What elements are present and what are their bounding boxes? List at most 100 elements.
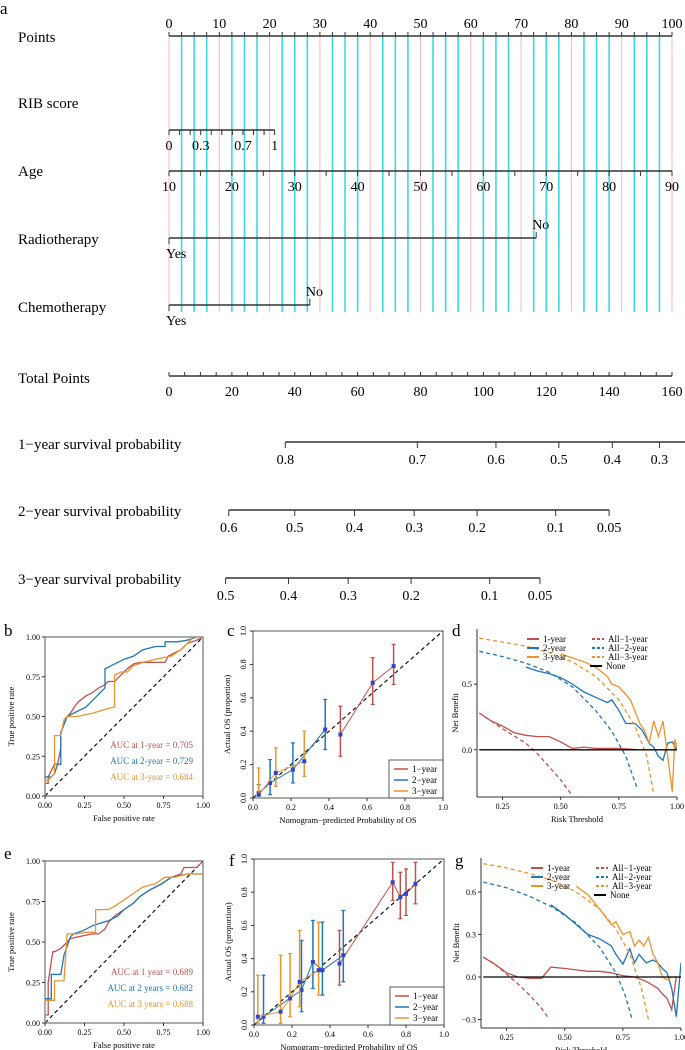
nomogram-row: RIB score 0 0.3 0.7 1	[18, 96, 278, 154]
y-axis-label: Net Benefit	[451, 923, 461, 963]
y-axis-label: True positive rate	[6, 912, 16, 972]
legend-label: All−1-year	[608, 634, 648, 644]
tick-label: 90	[615, 17, 629, 32]
calibration-point	[288, 996, 293, 1001]
x-axis-label: False positive rate	[93, 1040, 155, 1050]
series-line-2-year	[263, 954, 344, 1018]
y-tick-label: 0.6	[239, 693, 248, 703]
x-tick-label: 0.4	[324, 803, 334, 812]
x-tick-label: 0.00	[38, 1028, 52, 1037]
calibration-point	[278, 1009, 283, 1014]
calibration-point	[299, 988, 304, 993]
legend-label: 2-year	[543, 643, 566, 653]
tick-label: 0.4	[346, 521, 364, 536]
series-line-3-year	[45, 637, 203, 796]
plot-area	[253, 631, 443, 798]
calibration-point	[290, 767, 295, 772]
x-tick-label: 0.50	[117, 801, 131, 810]
tick-label: 0.4	[280, 589, 298, 604]
calibration-point	[370, 680, 375, 685]
calibration-point	[413, 881, 418, 886]
x-tick-label: 1.0	[439, 1030, 449, 1039]
legend-label: None	[606, 661, 626, 671]
tick-label: 0.7	[234, 139, 252, 154]
panel-letter-e: e	[4, 844, 12, 863]
tick-label: 0.5	[550, 453, 568, 468]
nomogram-row: Points 0 10 20 30 40 50 60 70 80 90 100	[18, 17, 683, 46]
calibration-point	[302, 759, 307, 764]
nomogram-row-label: RIB score	[18, 96, 79, 112]
tick-label: 80	[564, 17, 578, 32]
tick-label: 60	[476, 180, 490, 195]
tick-label: 0.1	[547, 521, 565, 536]
x-tick-label: 0.0	[248, 803, 258, 812]
tick-label: 0.6	[220, 521, 238, 536]
legend-label: 1−year	[412, 764, 437, 774]
series-line-2-year	[550, 904, 681, 1017]
plot-area	[254, 859, 444, 1025]
x-tick-label: 0.25	[78, 1028, 92, 1037]
x-tick-label: 1.0	[438, 803, 448, 812]
x-tick-label: 1.00	[196, 1028, 210, 1037]
panel-letter-a: a	[0, 0, 8, 18]
tick-label: 60	[351, 385, 365, 400]
nomogram-row: Total Points 0 20 40 60 80 100 120 140 160	[18, 371, 683, 400]
y-tick-label: 1.00	[26, 857, 40, 866]
x-tick-label: 1.00	[670, 802, 684, 811]
panel-d: d 0.25 0.50 0.75 1.00 0.0 0.5 Risk Threshold Net…	[450, 621, 684, 824]
y-tick-label: 0.0	[240, 1020, 249, 1030]
tick-label: 0.8	[277, 453, 295, 468]
x-axis-label: Risk Threshold	[555, 1045, 608, 1050]
panel-letter-c: c	[227, 621, 235, 640]
legend-label: 2−year	[413, 1002, 438, 1012]
tick-label: 0.2	[402, 589, 420, 604]
x-tick-label: 0.75	[157, 1028, 171, 1037]
nomogram-row: 1−year survival probability 0.8 0.7 0.6 0.5 0…	[18, 437, 685, 468]
calibration-point	[320, 968, 325, 973]
tick-label: 0.4	[604, 453, 622, 468]
tick-label: 0.05	[528, 589, 553, 604]
y-tick-label: 1.0	[240, 854, 249, 864]
tick-label: 0.3	[651, 453, 669, 468]
series-line-all-3-year	[483, 863, 650, 1020]
tick-label: 20	[263, 17, 277, 32]
tick-label: 20	[225, 180, 239, 195]
tick-label: 60	[464, 17, 478, 32]
panel-letter-f: f	[229, 851, 235, 870]
tick-label: 0	[166, 17, 173, 32]
tick-label: 100	[662, 17, 683, 32]
series-line-all-1-year	[482, 956, 549, 1019]
y-tick-label: 0.2	[240, 987, 249, 997]
y-tick-label: 0.2	[239, 760, 248, 770]
level-label: No	[532, 218, 549, 233]
legend-label: All−1-year	[612, 863, 652, 873]
legend-label: 3−year	[413, 1013, 438, 1023]
nomogram-row: Age 10 20 30 40 50 60 70 80 90	[18, 164, 679, 195]
x-tick-label: 0.8	[401, 1030, 411, 1039]
calibration-point	[255, 1014, 260, 1019]
x-tick-label: 0.50	[117, 1028, 131, 1037]
tick-label: 0.5	[217, 589, 235, 604]
y-tick-label: 0.00	[26, 1019, 40, 1028]
auc-annotation: AUC at 3-year = 0.684	[110, 772, 193, 782]
series-line-3-year	[258, 760, 305, 796]
calibration-point	[310, 959, 315, 964]
calibration-point	[323, 727, 328, 732]
y-tick-label: 0.00	[26, 792, 40, 801]
panel-g: g 0.25 0.50 0.75 1.00 −0.3 0.0 0.3 0.6 Risk Thres…	[451, 851, 685, 1050]
x-tick-label: 1.00	[196, 801, 210, 810]
series-line-all-3-year	[479, 637, 655, 795]
legend-label: 3−year	[412, 786, 437, 796]
x-axis-label: Risk Threshold	[551, 814, 604, 824]
x-tick-label: 0.2	[287, 1030, 297, 1039]
x-tick-label: 0.25	[78, 801, 92, 810]
tick-label: 80	[602, 180, 616, 195]
tick-label: 40	[288, 385, 302, 400]
y-axis-label: True positive rate	[6, 686, 16, 746]
tick-label: 160	[662, 385, 683, 400]
nomogram-row-label: 1−year survival probability	[18, 437, 182, 453]
series-line-all-2-year	[483, 881, 633, 1020]
legend-label: All−3-year	[608, 652, 648, 662]
series-line-2-year	[525, 666, 677, 762]
